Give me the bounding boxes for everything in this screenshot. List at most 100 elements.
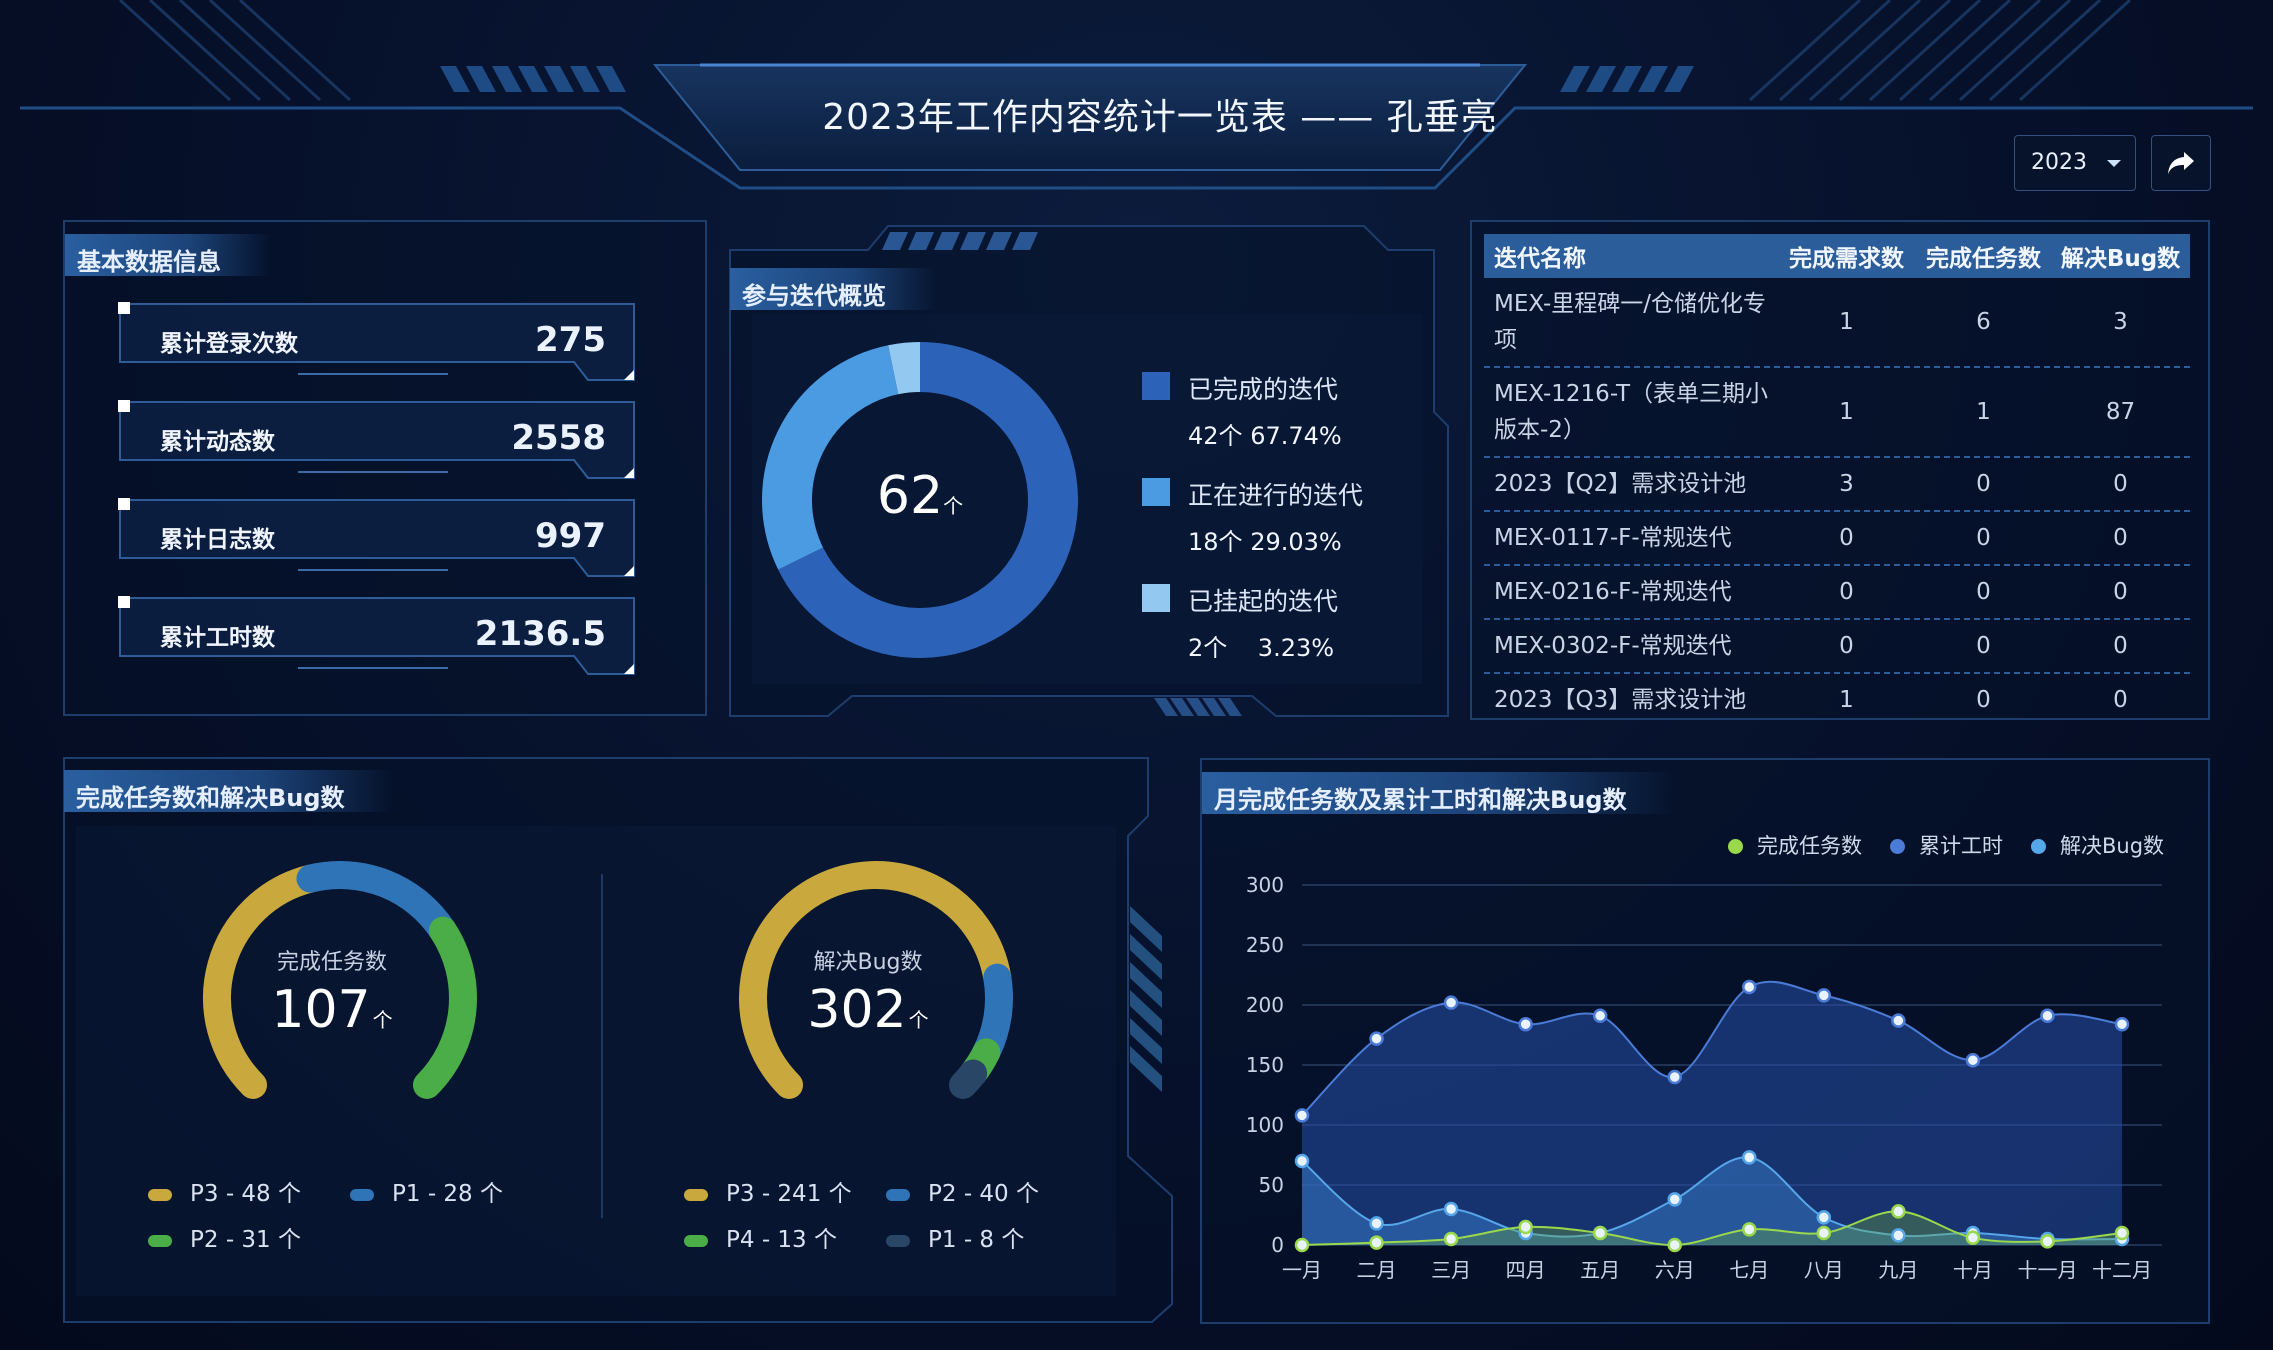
monthly-line-chart: 300 250 200 150 100 50 0一月 二月 三月 四月 五月 六月 七月 八月 九月 十月 十一…: [1246, 873, 2162, 1282]
year-select-value: 2023: [2031, 150, 2087, 175]
y-tick-label: 200: [1246, 993, 1284, 1017]
table-row[interactable]: MEX-里程碑一/仓储优化专项 1 6 3: [1484, 278, 2190, 368]
legend-label: 完成任务数: [1757, 834, 1862, 858]
data-point: [1742, 1150, 1757, 1165]
data-point: [1443, 1231, 1459, 1247]
stats-panel-title: 基本数据信息: [65, 234, 271, 276]
tasks-legend-p2: P2 - 31 个: [148, 1220, 301, 1254]
table-row[interactable]: MEX-0117-F-常规迭代 0 0 0: [1484, 512, 2190, 566]
y-tick-label: 50: [1259, 1173, 1284, 1197]
data-point: [1369, 1235, 1384, 1250]
data-point: [1443, 995, 1459, 1010]
header-decoration: [20, 0, 2253, 190]
data-point: [1742, 979, 1757, 995]
stat-label: 累计工时数: [160, 625, 275, 651]
y-tick-label: 100: [1246, 1113, 1284, 1137]
stat-label: 累计登录次数: [160, 331, 298, 357]
bugs-gauge-chart: [739, 860, 1013, 1099]
bugs-unit: 个: [908, 1008, 929, 1032]
gauge-segment: [203, 864, 325, 1099]
table-cell: 0: [2113, 525, 2128, 551]
table-row[interactable]: MEX-0302-F-常规迭代 0 0 0: [1484, 620, 2190, 674]
x-tick-label: 一月: [1282, 1258, 1322, 1282]
table-cell: MEX-里程碑一/仓储优化专项: [1494, 291, 1767, 353]
column-header: 迭代名称: [1494, 246, 1586, 272]
iteration-total: 62个: [820, 466, 1020, 526]
y-tick-label: 150: [1246, 1053, 1284, 1077]
bugs-legend-p4: P4 - 13 个: [684, 1220, 837, 1254]
legend-label: 已完成的迭代: [1188, 375, 1339, 404]
table-cell: 0: [1976, 579, 1991, 605]
table-cell: 0: [1839, 633, 1854, 659]
bugs-legend-p2: P2 - 40 个: [886, 1174, 1039, 1208]
table-row[interactable]: 2023【Q3】需求设计池 1 0 0: [1484, 674, 2190, 714]
legend-swatch: [684, 1234, 708, 1247]
table-cell: 0: [2113, 579, 2128, 605]
table-cell: MEX-1216-T（表单三期小版本-2）: [1494, 381, 1769, 443]
x-tick-label: 十一月: [2017, 1258, 2077, 1282]
legend-swatch: [886, 1234, 910, 1247]
table-cell: 0: [1976, 633, 1991, 659]
table-cell: 0: [1839, 525, 1854, 551]
data-point: [1816, 1225, 1832, 1241]
legend-swatch: [886, 1188, 910, 1201]
chevron-down-icon: [2107, 160, 2121, 167]
legend-dot: [2031, 839, 2046, 854]
legend-swatch: [1142, 584, 1170, 612]
data-point: [1592, 1008, 1608, 1024]
table-cell: 0: [1976, 687, 1991, 713]
table-cell: 1: [1976, 399, 1991, 425]
table-cell: 3: [2113, 309, 2128, 335]
legend-value: 42个 67.74%: [1188, 416, 1342, 451]
data-point: [1592, 1225, 1608, 1241]
data-point: [1518, 1219, 1533, 1235]
table-header: 迭代名称 完成需求数 完成任务数 解决Bug数: [1484, 234, 2190, 278]
legend-percent: 29.03%: [1250, 528, 1342, 556]
legend-label: P3 - 241 个: [726, 1181, 852, 1207]
x-tick-label: 七月: [1729, 1258, 1769, 1282]
bugs-total: 302: [807, 980, 907, 1040]
table-cell: 87: [2105, 399, 2136, 425]
iteration-total-unit: 个: [943, 494, 964, 518]
legend-swatch: [684, 1188, 708, 1201]
table-row[interactable]: MEX-0216-F-常规迭代 0 0 0: [1484, 566, 2190, 620]
data-point: [1294, 1237, 1310, 1253]
x-tick-label: 二月: [1357, 1258, 1397, 1282]
stat-label: 累计动态数: [160, 429, 275, 455]
data-point: [1816, 988, 1832, 1003]
tasks-unit: 个: [372, 1008, 393, 1032]
tasks-gauge-value: 107 个: [202, 980, 462, 1040]
legend-label: P1 - 8 个: [928, 1227, 1025, 1253]
bugs-gauge-label: 解决Bug数: [813, 950, 923, 975]
data-point: [1369, 1031, 1384, 1046]
bugs-legend-p3: P3 - 241 个: [684, 1174, 852, 1208]
tasks-legend-p3: P3 - 48 个: [148, 1174, 301, 1208]
y-tick-label: 250: [1246, 933, 1284, 957]
table-cell: 6: [1976, 309, 1991, 335]
legend-swatch: [148, 1188, 172, 1201]
share-button[interactable]: [2151, 135, 2211, 191]
series-area: [1302, 981, 2122, 1245]
year-select[interactable]: 2023: [2014, 135, 2136, 191]
table-row[interactable]: MEX-1216-T（表单三期小版本-2） 1 1 87: [1484, 368, 2190, 458]
tasks-gauge-label: 完成任务数: [276, 950, 387, 975]
column-header: 解决Bug数: [2060, 246, 2181, 272]
data-point: [2040, 1008, 2055, 1024]
iteration-table-panel: [1470, 220, 2210, 720]
tasks-total: 107: [271, 980, 371, 1040]
legend-swatch: [1142, 372, 1170, 400]
bugs-gauge-center: 解决Bug数 302 个: [738, 944, 998, 1040]
legend-dot: [1728, 839, 1743, 854]
tasks-gauge-center: 完成任务数 107 个: [202, 944, 462, 1040]
data-point: [1965, 1230, 1981, 1246]
data-point: [1667, 1237, 1682, 1253]
stat-value: 2136.5: [474, 614, 606, 654]
table-row[interactable]: 2023【Q2】需求设计池 3 0 0: [1484, 458, 2190, 512]
donut-slice: [762, 345, 899, 570]
data-point: [1518, 1016, 1533, 1032]
page-title: 2023年工作内容统计一览表 —— 孔垂亮: [822, 97, 1498, 138]
data-point: [1667, 1192, 1682, 1207]
chart-legend-bugs: 解决Bug数: [2031, 830, 2164, 860]
legend-value: 2个 3.23%: [1188, 628, 1334, 663]
legend-label: P3 - 48 个: [190, 1181, 302, 1207]
